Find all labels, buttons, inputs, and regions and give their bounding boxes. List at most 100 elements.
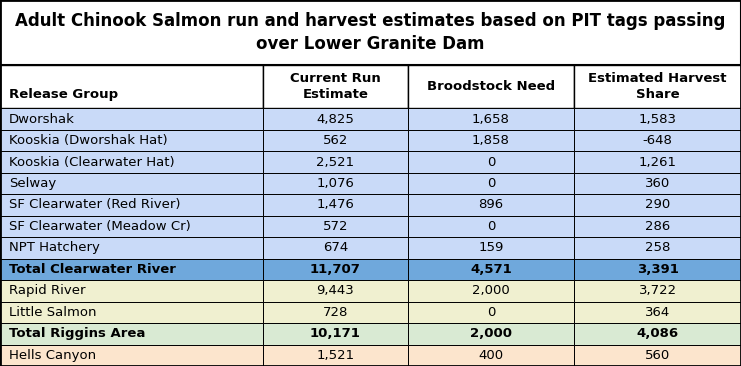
Bar [408, 280, 574, 302]
Text: 400: 400 [479, 349, 503, 362]
Text: 560: 560 [645, 349, 671, 362]
Text: 572: 572 [322, 220, 348, 233]
Text: 0: 0 [487, 177, 495, 190]
Bar [574, 323, 741, 344]
Text: 1,583: 1,583 [639, 113, 677, 126]
Bar [408, 130, 574, 151]
Bar [408, 344, 574, 366]
Text: Estimated Harvest
Share: Estimated Harvest Share [588, 72, 727, 101]
Bar [263, 323, 408, 344]
Text: 258: 258 [645, 242, 671, 254]
Text: Little Salmon: Little Salmon [9, 306, 96, 319]
Text: -648: -648 [642, 134, 673, 147]
Bar [574, 108, 741, 130]
Bar [0, 130, 263, 151]
Text: 4,571: 4,571 [470, 263, 512, 276]
Bar [0, 344, 263, 366]
Bar [574, 130, 741, 151]
Bar [0, 65, 263, 108]
Text: 364: 364 [645, 306, 671, 319]
Text: 360: 360 [645, 177, 671, 190]
Bar [0, 259, 263, 280]
Text: 1,658: 1,658 [472, 113, 510, 126]
Bar [263, 130, 408, 151]
Bar [574, 65, 741, 108]
Bar [574, 344, 741, 366]
Text: Release Group: Release Group [9, 87, 118, 101]
Text: Hells Canyon: Hells Canyon [9, 349, 96, 362]
Bar [263, 216, 408, 237]
Text: 728: 728 [322, 306, 348, 319]
Bar [263, 344, 408, 366]
Bar [408, 302, 574, 323]
Bar [0, 237, 263, 259]
Text: 0: 0 [487, 306, 495, 319]
Bar [408, 237, 574, 259]
Text: NPT Hatchery: NPT Hatchery [9, 242, 100, 254]
Text: 2,000: 2,000 [470, 327, 512, 340]
Text: 3,391: 3,391 [637, 263, 679, 276]
Text: 1,076: 1,076 [316, 177, 354, 190]
Bar [574, 259, 741, 280]
Text: Total Clearwater River: Total Clearwater River [9, 263, 176, 276]
Bar [574, 194, 741, 216]
Text: 286: 286 [645, 220, 671, 233]
Text: Kooskia (Dworshak Hat): Kooskia (Dworshak Hat) [9, 134, 167, 147]
Text: 1,476: 1,476 [316, 198, 354, 212]
Bar [574, 173, 741, 194]
Bar [0, 0, 741, 65]
Text: 3,722: 3,722 [639, 284, 677, 297]
Bar [263, 173, 408, 194]
Text: SF Clearwater (Red River): SF Clearwater (Red River) [9, 198, 180, 212]
Text: Current Run
Estimate: Current Run Estimate [290, 72, 381, 101]
Bar [408, 151, 574, 173]
Text: 2,521: 2,521 [316, 156, 354, 168]
Bar [0, 216, 263, 237]
Bar [574, 302, 741, 323]
Bar [408, 173, 574, 194]
Text: 674: 674 [322, 242, 348, 254]
Text: 9,443: 9,443 [316, 284, 354, 297]
Bar [408, 216, 574, 237]
Text: 290: 290 [645, 198, 671, 212]
Text: 2,000: 2,000 [472, 284, 510, 297]
Bar [408, 65, 574, 108]
Text: 896: 896 [479, 198, 503, 212]
Text: 1,261: 1,261 [639, 156, 677, 168]
Bar [263, 65, 408, 108]
Bar [408, 194, 574, 216]
Bar [574, 151, 741, 173]
Text: SF Clearwater (Meadow Cr): SF Clearwater (Meadow Cr) [9, 220, 190, 233]
Bar [574, 216, 741, 237]
Bar [0, 194, 263, 216]
Bar [0, 108, 263, 130]
Bar [263, 194, 408, 216]
Text: 0: 0 [487, 156, 495, 168]
Bar [263, 151, 408, 173]
Text: Adult Chinook Salmon run and harvest estimates based on PIT tags passing
over Lo: Adult Chinook Salmon run and harvest est… [16, 12, 725, 53]
Bar [574, 237, 741, 259]
Text: Dworshak: Dworshak [9, 113, 75, 126]
Text: Broodstock Need: Broodstock Need [427, 80, 555, 93]
Bar [408, 108, 574, 130]
Bar [263, 280, 408, 302]
Text: Total Riggins Area: Total Riggins Area [9, 327, 145, 340]
Text: 0: 0 [487, 220, 495, 233]
Bar [263, 108, 408, 130]
Text: 4,825: 4,825 [316, 113, 354, 126]
Text: Selway: Selway [9, 177, 56, 190]
Bar [408, 259, 574, 280]
Bar [0, 302, 263, 323]
Bar [0, 173, 263, 194]
Bar [0, 280, 263, 302]
Bar [408, 323, 574, 344]
Text: 562: 562 [322, 134, 348, 147]
Bar [574, 280, 741, 302]
Bar [0, 151, 263, 173]
Bar [263, 237, 408, 259]
Text: Kooskia (Clearwater Hat): Kooskia (Clearwater Hat) [9, 156, 175, 168]
Bar [263, 302, 408, 323]
Text: 1,521: 1,521 [316, 349, 354, 362]
Text: Rapid River: Rapid River [9, 284, 85, 297]
Text: 4,086: 4,086 [637, 327, 679, 340]
